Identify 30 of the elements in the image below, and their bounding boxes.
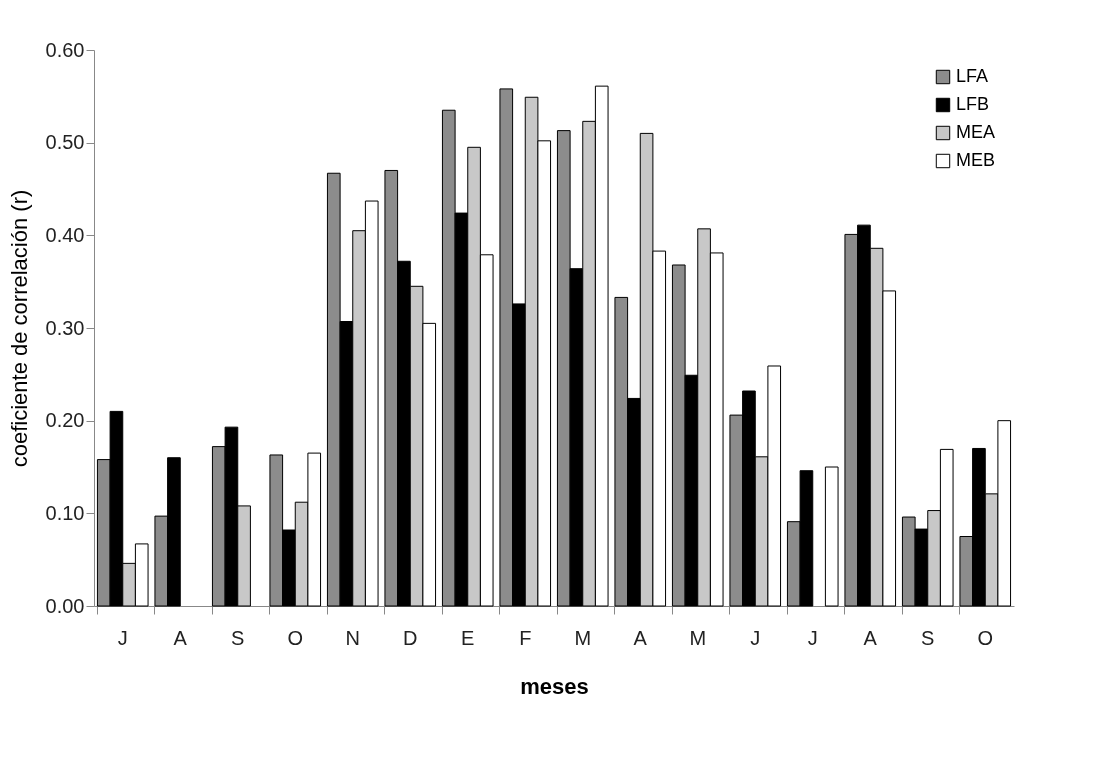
x-tick-label: M — [574, 626, 592, 649]
x-axis-title: meses — [520, 673, 589, 699]
x-tick-label: E — [461, 626, 475, 649]
x-tick-label: D — [403, 626, 418, 649]
legend-label: MEB — [956, 150, 996, 170]
x-tick-label: M — [689, 626, 707, 649]
legend-label: MEA — [956, 122, 996, 142]
y-tick-label: 0.60 — [45, 38, 85, 61]
y-tick-label: 0.40 — [45, 223, 85, 246]
y-tick-label: 0.50 — [45, 131, 85, 154]
bar — [824, 466, 839, 607]
y-tick-label: 0.20 — [45, 409, 85, 432]
y-tick-label: 0.10 — [45, 501, 85, 524]
x-tick-label: O — [287, 626, 304, 649]
x-tick-label: S — [231, 626, 245, 649]
x-tick-label: A — [173, 626, 188, 649]
x-tick-label: J — [807, 626, 818, 649]
y-axis-title: coeficiente de correlación (r) — [6, 189, 32, 468]
x-tick-label: A — [863, 626, 878, 649]
legend-label: LFA — [956, 66, 989, 86]
y-tick-label: 0.00 — [45, 594, 85, 617]
x-tick-label: J — [750, 626, 761, 649]
x-tick-label: N — [345, 626, 360, 649]
x-tick-label: J — [117, 626, 128, 649]
y-tick-label: 0.30 — [45, 316, 85, 339]
x-tick-label: S — [921, 626, 935, 649]
legend-label: LFB — [956, 94, 990, 114]
x-tick-label: A — [633, 626, 648, 649]
x-tick-label: O — [977, 626, 994, 649]
x-tick-label: F — [519, 626, 532, 649]
